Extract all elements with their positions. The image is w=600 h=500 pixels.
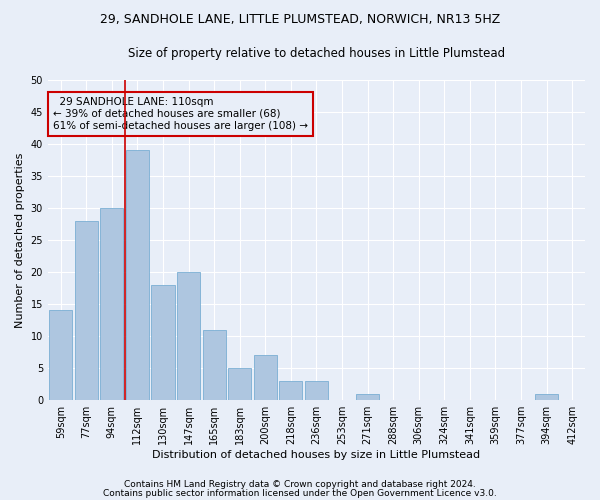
- Bar: [126, 150, 149, 400]
- Bar: [305, 381, 328, 400]
- Bar: [151, 285, 175, 400]
- Bar: [535, 394, 558, 400]
- Bar: [177, 272, 200, 400]
- Bar: [356, 394, 379, 400]
- Bar: [49, 310, 72, 400]
- Text: Contains HM Land Registry data © Crown copyright and database right 2024.: Contains HM Land Registry data © Crown c…: [124, 480, 476, 489]
- Text: Contains public sector information licensed under the Open Government Licence v3: Contains public sector information licen…: [103, 488, 497, 498]
- Title: Size of property relative to detached houses in Little Plumstead: Size of property relative to detached ho…: [128, 48, 505, 60]
- X-axis label: Distribution of detached houses by size in Little Plumstead: Distribution of detached houses by size …: [152, 450, 481, 460]
- Bar: [100, 208, 124, 400]
- Bar: [280, 381, 302, 400]
- Text: 29, SANDHOLE LANE, LITTLE PLUMSTEAD, NORWICH, NR13 5HZ: 29, SANDHOLE LANE, LITTLE PLUMSTEAD, NOR…: [100, 12, 500, 26]
- Bar: [75, 220, 98, 400]
- Bar: [203, 330, 226, 400]
- Bar: [254, 356, 277, 400]
- Bar: [228, 368, 251, 400]
- Text: 29 SANDHOLE LANE: 110sqm
← 39% of detached houses are smaller (68)
61% of semi-d: 29 SANDHOLE LANE: 110sqm ← 39% of detach…: [53, 98, 308, 130]
- Y-axis label: Number of detached properties: Number of detached properties: [15, 152, 25, 328]
